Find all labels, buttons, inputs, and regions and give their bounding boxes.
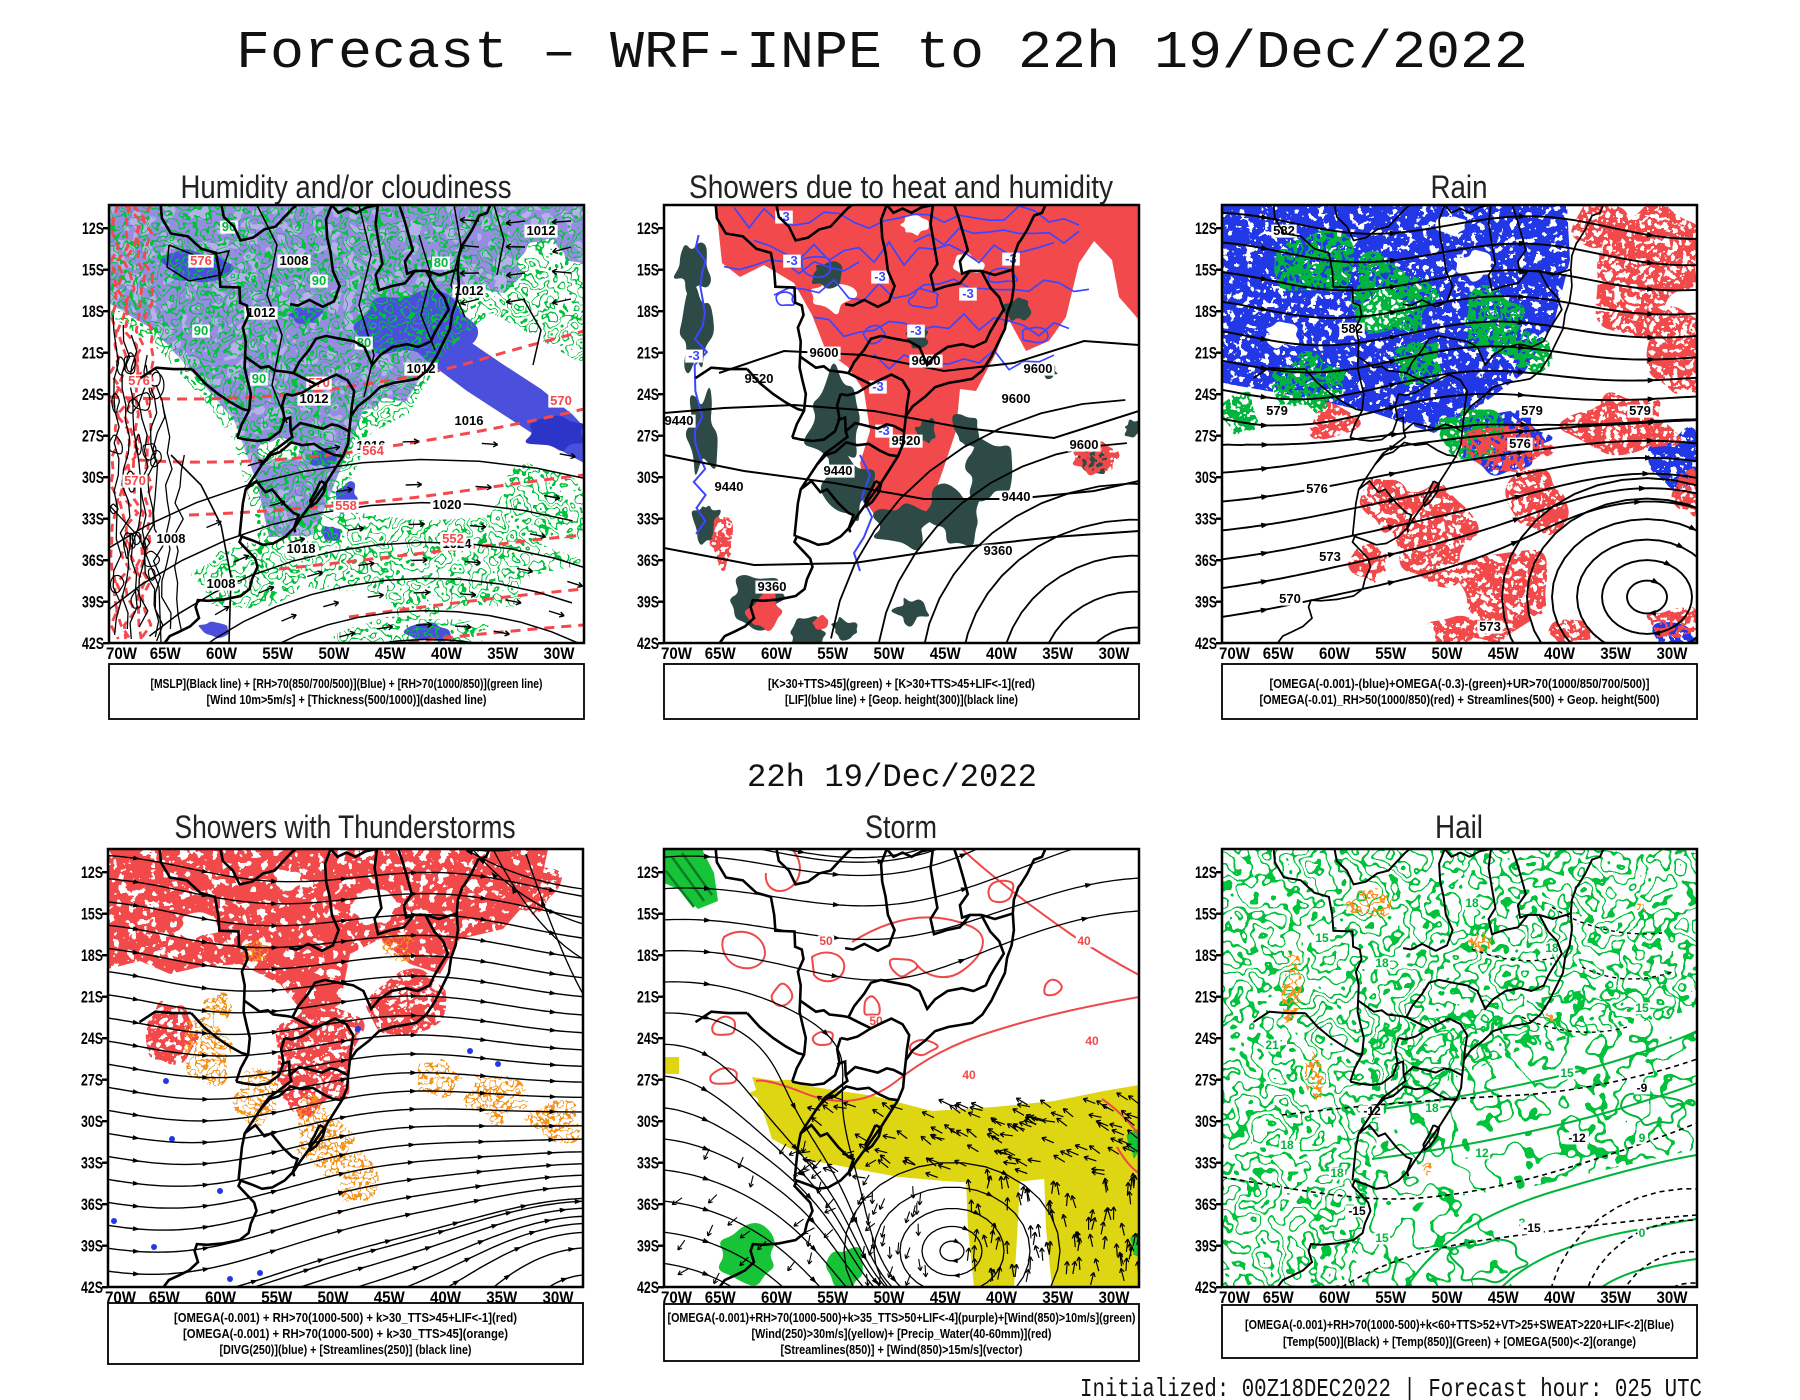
svg-text:579: 579 [1521, 403, 1543, 418]
svg-text:90: 90 [312, 273, 326, 288]
svg-text:-3: -3 [786, 253, 798, 268]
svg-text:Rain: Rain [1431, 169, 1488, 205]
svg-text:50: 50 [819, 934, 833, 948]
svg-text:Forecast – WRF-INPE to 22h 19/: Forecast – WRF-INPE to 22h 19/Dec/2022 [236, 23, 1528, 83]
svg-text:21: 21 [1265, 1038, 1279, 1052]
svg-text:-3: -3 [874, 269, 886, 284]
svg-text:9360: 9360 [984, 543, 1013, 558]
svg-text:40: 40 [1085, 1034, 1099, 1048]
svg-text:1012: 1012 [407, 361, 436, 376]
svg-text:Storm: Storm [865, 809, 937, 845]
svg-text:[Temp(500)](Black) + [Temp(850: [Temp(500)](Black) + [Temp(850)](Green) … [1283, 1334, 1636, 1349]
svg-text:[OMEGA(-0.01)_RH>50(1000/850)(: [OMEGA(-0.01)_RH>50(1000/850)(red) + Str… [1260, 692, 1660, 707]
svg-text:576: 576 [190, 253, 212, 268]
svg-text:[LIF](blue line) + [Geop. heig: [LIF](blue line) + [Geop. height(300)](b… [785, 692, 1018, 707]
svg-text:-15: -15 [1348, 1204, 1366, 1218]
svg-text:9360: 9360 [758, 579, 787, 594]
svg-text:18: 18 [1425, 1101, 1439, 1115]
svg-text:18: 18 [1280, 1138, 1294, 1152]
svg-text:Showers with Thunderstorms: Showers with Thunderstorms [175, 809, 516, 845]
svg-text:570: 570 [124, 473, 146, 488]
svg-text:[OMEGA(-0.001)+RH>70(1000-500): [OMEGA(-0.001)+RH>70(1000-500)+k<60+TTS>… [1245, 1317, 1674, 1332]
svg-text:[OMEGA(-0.001) + RH>70(1000-50: [OMEGA(-0.001) + RH>70(1000-500) + k>30_… [183, 1326, 508, 1341]
svg-text:Initialized: 00Z18DEC2022 | Fo: Initialized: 00Z18DEC2022 | Forecast hou… [1080, 1374, 1702, 1400]
svg-text:[OMEGA(-0.001)+RH>70(1000-500): [OMEGA(-0.001)+RH>70(1000-500)+k>35_TTS>… [668, 1310, 1136, 1325]
svg-text:579: 579 [1629, 403, 1651, 418]
svg-text:[OMEGA(-0.001) + RH>70(1000-50: [OMEGA(-0.001) + RH>70(1000-500) + k>30_… [174, 1310, 517, 1325]
svg-text:-3: -3 [1005, 251, 1017, 266]
svg-text:570: 570 [1279, 591, 1301, 606]
svg-text:9600: 9600 [1002, 391, 1031, 406]
svg-text:-15: -15 [1523, 1221, 1541, 1235]
svg-text:18: 18 [1545, 941, 1559, 955]
svg-text:-3: -3 [688, 348, 700, 363]
svg-text:18: 18 [1465, 896, 1479, 910]
svg-text:40: 40 [962, 1068, 976, 1082]
svg-text:90: 90 [252, 371, 266, 386]
svg-text:9600: 9600 [810, 345, 839, 360]
svg-text:-3: -3 [910, 323, 922, 338]
svg-text:1012: 1012 [527, 223, 556, 238]
svg-text:90: 90 [222, 219, 236, 234]
svg-text:573: 573 [1479, 619, 1501, 634]
svg-text:[MSLP](Black line) + [RH>70(85: [MSLP](Black line) + [RH>70(850/700/500)… [151, 676, 543, 691]
svg-text:1008: 1008 [280, 253, 309, 268]
svg-text:1008: 1008 [157, 531, 186, 546]
svg-text:1012: 1012 [247, 305, 276, 320]
svg-text:579: 579 [1266, 403, 1288, 418]
svg-text:9440: 9440 [665, 413, 694, 428]
svg-text:570: 570 [550, 393, 572, 408]
svg-text:9600: 9600 [1024, 361, 1053, 376]
svg-text:552: 552 [442, 531, 464, 546]
svg-text:573: 573 [1319, 549, 1341, 564]
svg-text:-3: -3 [778, 209, 790, 224]
svg-text:1020: 1020 [433, 497, 462, 512]
svg-text:9440: 9440 [715, 479, 744, 494]
svg-text:80: 80 [434, 255, 448, 270]
svg-text:[Wind(250)>30m/s](yellow)+ [Pr: [Wind(250)>30m/s](yellow)+ [Precip_Water… [752, 1326, 1052, 1341]
svg-text:9: 9 [1639, 1131, 1646, 1145]
svg-text:[Wind 10m>5m/s] + [Thickness(5: [Wind 10m>5m/s] + [Thickness(500/1000)](… [207, 692, 487, 707]
svg-text:Humidity and/or cloudiness: Humidity and/or cloudiness [181, 169, 512, 205]
svg-text:-12: -12 [1568, 1131, 1586, 1145]
svg-text:582: 582 [1341, 321, 1363, 336]
svg-text:Showers due to heat and humidi: Showers due to heat and humidity [689, 169, 1113, 205]
svg-text:-3: -3 [878, 423, 890, 438]
svg-text:15: 15 [1560, 1066, 1574, 1080]
svg-text:18: 18 [1375, 956, 1389, 970]
svg-text:1008: 1008 [207, 576, 236, 591]
svg-text:[DIVG(250)](blue) + [Streamlin: [DIVG(250)](blue) + [Streamlines(250)] (… [220, 1342, 472, 1357]
svg-text:12: 12 [1475, 1146, 1489, 1160]
svg-text:90: 90 [194, 323, 208, 338]
svg-text:-3: -3 [962, 286, 974, 301]
svg-text:564: 564 [362, 443, 384, 458]
svg-text:582: 582 [1273, 223, 1295, 238]
svg-text:1016: 1016 [455, 413, 484, 428]
svg-text:15: 15 [1315, 931, 1329, 945]
svg-text:576: 576 [1306, 481, 1328, 496]
svg-text:15: 15 [1375, 1231, 1389, 1245]
svg-text:[Streamlines(850)] + [Wind(850: [Streamlines(850)] + [Wind(850)>15m/s](v… [781, 1342, 1023, 1357]
svg-text:18: 18 [1330, 1166, 1344, 1180]
svg-text:9520: 9520 [892, 433, 921, 448]
svg-text:9440: 9440 [824, 463, 853, 478]
svg-text:576: 576 [1509, 436, 1531, 451]
svg-text:9600: 9600 [1070, 437, 1099, 452]
svg-text:1018: 1018 [287, 541, 316, 556]
svg-text:22h 19/Dec/2022: 22h 19/Dec/2022 [747, 759, 1037, 796]
svg-text:40: 40 [1077, 934, 1091, 948]
svg-text:0: 0 [1639, 1226, 1646, 1240]
svg-text:15: 15 [1635, 1001, 1649, 1015]
svg-text:-9: -9 [1637, 1081, 1648, 1095]
svg-text:1012: 1012 [455, 283, 484, 298]
svg-text:1012: 1012 [300, 391, 329, 406]
svg-text:Hail: Hail [1435, 809, 1483, 845]
svg-text:9440: 9440 [1002, 489, 1031, 504]
svg-text:[OMEGA(-0.001)-(blue)+OMEGA(-0: [OMEGA(-0.001)-(blue)+OMEGA(-0.3)-(green… [1270, 676, 1650, 691]
svg-text:[K>30+TTS>45](green) + [K>30+T: [K>30+TTS>45](green) + [K>30+TTS>45+LIF<… [768, 676, 1035, 691]
svg-text:-3: -3 [872, 379, 884, 394]
svg-text:558: 558 [335, 498, 357, 513]
